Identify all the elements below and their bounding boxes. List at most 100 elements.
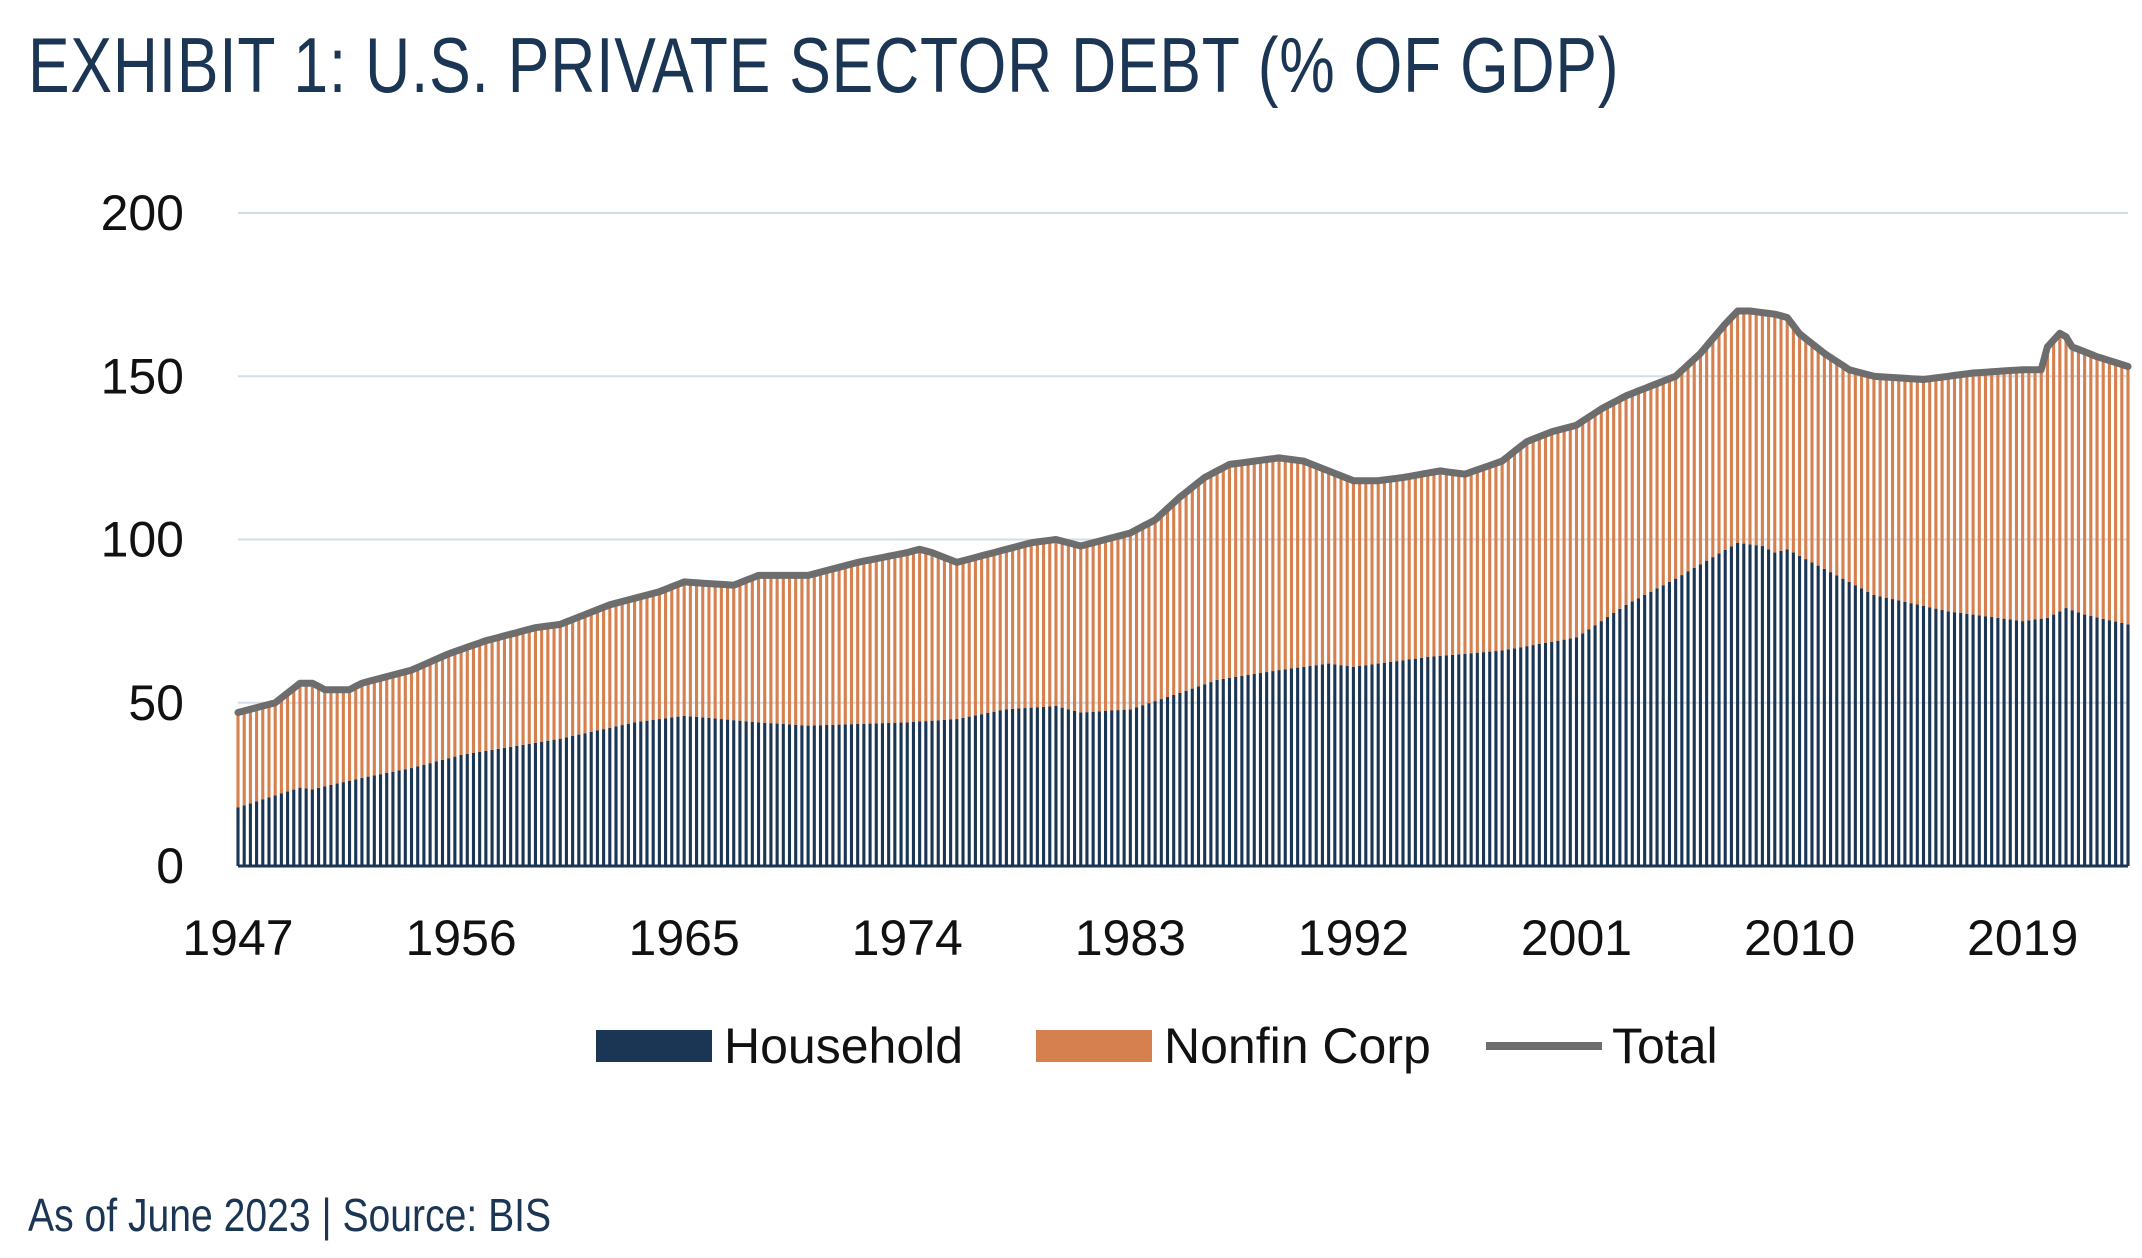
nonfin-corp-bar [992,552,996,712]
nonfin-corp-bar [440,656,445,760]
household-bar [378,774,383,866]
nonfin-corp-bar [1240,462,1244,676]
household-bar [1649,591,1653,866]
household-bar [1190,688,1194,866]
nonfin-corp-bar [1686,364,1690,572]
nonfin-corp-bar [2027,369,2031,621]
household-bar [1469,653,1473,866]
nonfin-corp-bar [670,586,674,718]
nonfin-corp-bar [1147,523,1151,704]
nonfin-corp-bar [1655,383,1659,589]
nonfin-corp-bar [1079,546,1083,713]
household-bar [1054,706,1058,866]
nonfin-corp-bar [2076,349,2080,613]
nonfin-corp-bar [1822,353,1826,569]
household-bar [961,717,965,866]
household-bar [973,715,977,866]
nonfin-corp-bar [378,678,383,775]
household-bar [887,722,891,866]
nonfin-corp-bar [484,640,488,751]
nonfin-corp-bar [360,683,364,778]
nonfin-corp-bar [695,582,699,717]
nonfin-corp-bar [1729,317,1733,547]
household-bar [1221,678,1225,866]
household-bar [242,805,246,866]
nonfin-corp-bar [1246,461,1250,675]
household-bar [2002,618,2006,866]
household-bar [1630,601,1634,866]
household-bar [2027,620,2031,866]
household-bar [645,720,649,866]
nonfin-corp-bar [1351,480,1355,667]
household-bar [1457,654,1461,866]
household-bar [1122,709,1126,866]
nonfin-corp-bar [626,599,630,724]
household-bar [998,710,1002,866]
nonfin-corp-bar [787,575,792,725]
nonfin-corp-bar [1054,539,1058,707]
nonfin-corp-bar [868,559,872,724]
household-bar [620,725,624,866]
household-bar [862,723,866,866]
household-bar [893,722,897,866]
household-bar [1853,585,1857,866]
nonfin-corp-bar [701,583,705,718]
household-bar [1066,709,1070,866]
nonfin-corp-bar [2107,360,2111,621]
household-bar [2083,614,2087,866]
household-bar [1680,575,1684,866]
household-bar [453,756,457,866]
nonfin-corp-bar [1841,365,1845,579]
household-bar [1866,591,1870,866]
household-bar [1289,668,1293,866]
nonfin-corp-bar [1048,540,1052,707]
household-bar [372,775,376,866]
household-bar [1934,608,1938,866]
household-bar [1990,617,1994,866]
nonfin-corp-bar [1816,348,1820,566]
nonfin-corp-bar [1314,466,1318,666]
nonfin-corp-bar [1500,461,1504,651]
nonfin-corp-bar [1525,441,1529,647]
x-tick-label-2010: 2010 [1744,910,1855,966]
nonfin-corp-bar [292,688,296,790]
nonfin-corp-bar [385,676,389,773]
household-bar [1215,679,1219,866]
nonfin-corp-bar [515,632,519,746]
nonfin-corp-bar [1134,529,1139,708]
household-bar [1686,571,1690,866]
nonfin-corp-bar [651,593,655,720]
household-bar [980,714,984,866]
nonfin-corp-bar [298,683,302,788]
household-bar [366,776,370,866]
household-bar [447,758,451,866]
household-bar [1835,575,1839,866]
household-bar [490,749,494,866]
household-bar [397,770,401,866]
household-bar [955,719,959,866]
nonfin-corp-bar [936,555,940,721]
household-bar [465,753,469,866]
household-bar [1258,673,1263,866]
nonfin-corp-bar [620,601,624,726]
nonfin-corp-bar [2064,336,2068,609]
household-bar [688,716,692,866]
nonfin-corp-bar [973,557,977,716]
nonfin-corp-bar [416,667,420,767]
nonfin-corp-bar [967,559,971,717]
household-bar [1147,703,1151,866]
nonfin-corp-bar [1432,472,1436,657]
nonfin-corp-bar [335,689,339,784]
household-bar [2039,618,2043,866]
household-bar [763,722,767,866]
household-bar [1500,650,1504,866]
legend-label-total: Total [1612,1018,1718,1074]
nonfin-corp-bar [422,664,426,765]
nonfin-corp-bar [1977,372,1981,616]
nonfin-corp-bar [428,661,432,764]
nonfin-corp-bar [608,604,612,728]
nonfin-corp-bar [1767,313,1771,550]
nonfin-corp-bar [1667,378,1671,582]
nonfin-corp-bar [1717,331,1721,554]
household-bar [515,745,519,866]
